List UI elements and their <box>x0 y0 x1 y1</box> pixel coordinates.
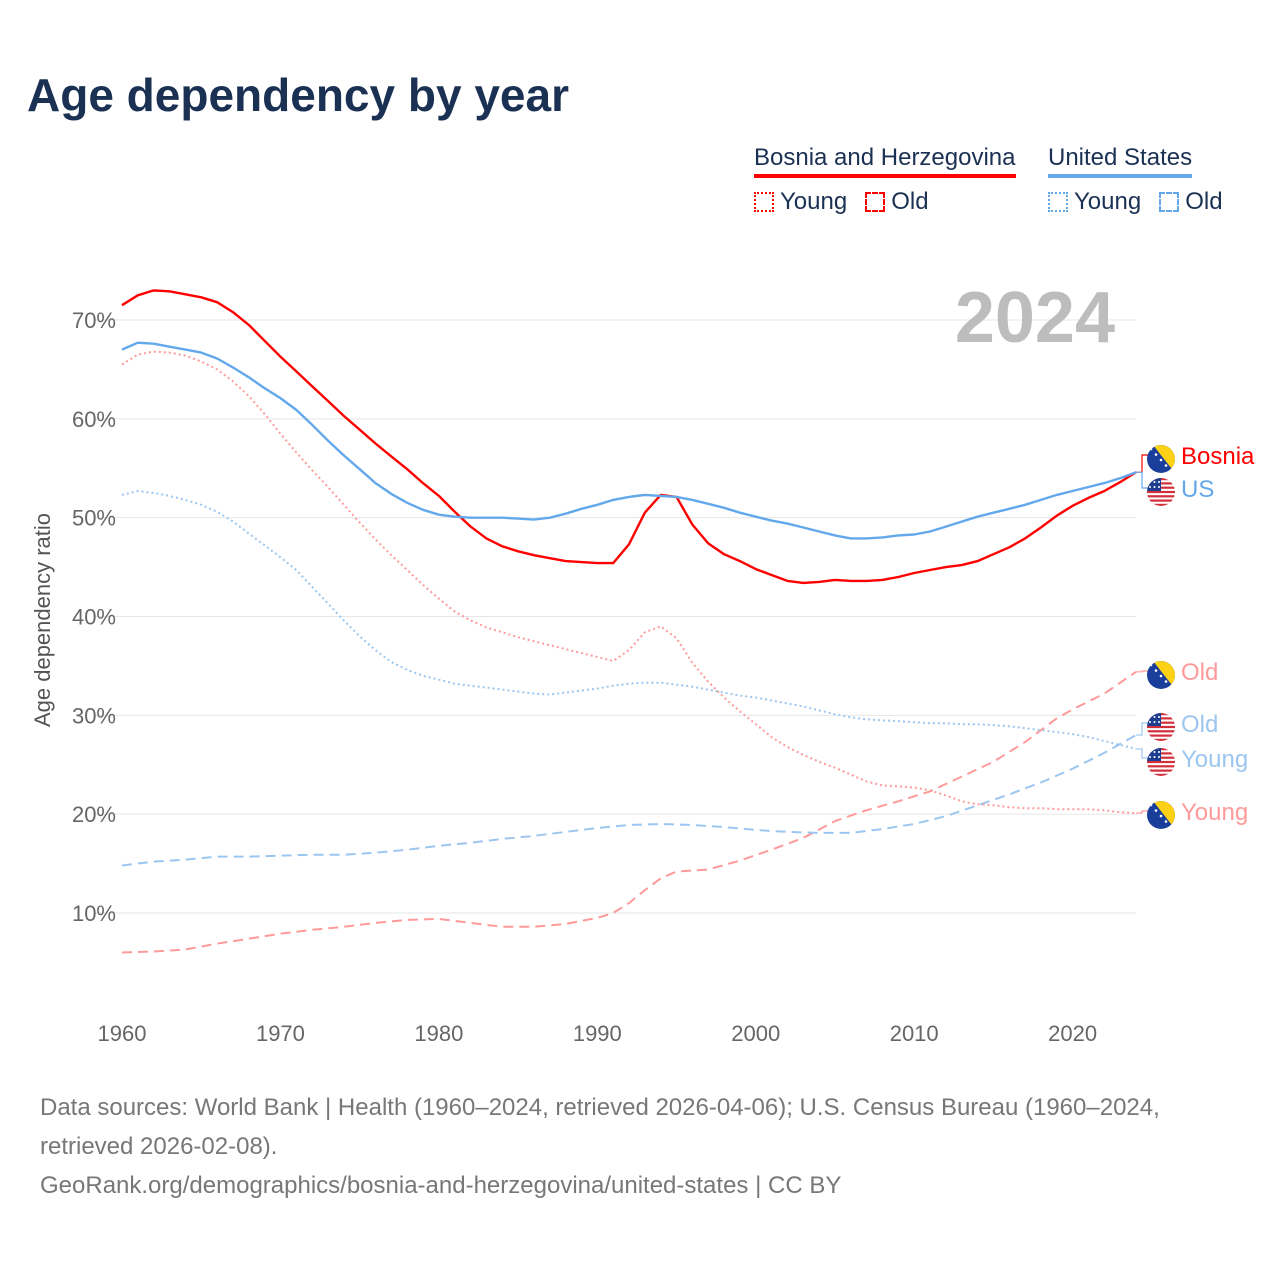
series-line-united-states-young[interactable] <box>121 490 1137 750</box>
x-tick-label: 2020 <box>1048 1021 1097 1046</box>
year-watermark: 2024 <box>955 278 1115 358</box>
bosnia-flag-icon <box>1147 661 1175 689</box>
series-line-bosnia-and-herzegovina-total[interactable] <box>121 289 1137 585</box>
us-flag-icon <box>1147 478 1175 506</box>
dotted-swatch-icon <box>754 192 774 212</box>
series-line-united-states-total[interactable] <box>121 341 1137 540</box>
label-connector <box>1136 454 1148 473</box>
bosnia-flag-icon <box>1147 445 1175 473</box>
series-end-label: Young <box>1181 799 1248 826</box>
legend-label: Old <box>1185 188 1223 215</box>
series-end-label: Old <box>1181 659 1218 686</box>
x-tick-label: 1980 <box>414 1021 463 1046</box>
legend-bosnia-young[interactable]: Young <box>754 188 847 216</box>
us-flag-icon <box>1147 713 1175 741</box>
legend-bosnia-title[interactable]: Bosnia and Herzegovina <box>754 144 1016 178</box>
series-end-label: Old <box>1181 711 1218 738</box>
x-tick-label: 1990 <box>573 1021 622 1046</box>
legend-bosnia[interactable]: Bosnia and Herzegovina Young Old <box>754 144 1016 216</box>
label-connector <box>1136 722 1148 736</box>
legend-us-title[interactable]: United States <box>1048 144 1193 178</box>
legend-label: Young <box>1074 188 1142 215</box>
label-connector <box>1136 670 1148 673</box>
x-tick-label: 2000 <box>731 1021 780 1046</box>
chart-title: Age dependency by year <box>27 69 569 121</box>
y-tick-label: 60% <box>72 407 116 432</box>
y-tick-label: 50% <box>72 506 116 531</box>
bosnia-flag-icon <box>1147 801 1175 829</box>
source-link[interactable]: GeoRank.org/demographics/bosnia-and-herz… <box>40 1172 842 1199</box>
data-sources: Data sources: World Bank | Health (1960–… <box>40 1094 1160 1160</box>
legend-us-old[interactable]: Old <box>1159 188 1223 216</box>
dashed-swatch-icon <box>1159 192 1180 212</box>
series-line-united-states-old[interactable] <box>121 734 1137 867</box>
x-tick-label: 2010 <box>890 1021 939 1046</box>
label-connector <box>1136 471 1148 489</box>
series-end-label: US <box>1181 476 1214 503</box>
label-connector <box>1136 748 1148 759</box>
dotted-swatch-icon <box>1048 192 1068 212</box>
y-axis-label: Age dependency ratio <box>30 513 55 727</box>
legend-bosnia-old[interactable]: Old <box>865 188 929 216</box>
x-tick-label: 1970 <box>256 1021 305 1046</box>
line-chart: 10% 20% 30% 40% 50% 60% 70% 1960 1970 1980 1990 200… <box>30 278 1255 1046</box>
legend-label: Old <box>891 188 929 215</box>
dashed-swatch-icon <box>865 192 886 212</box>
us-flag-icon <box>1147 748 1175 776</box>
series-line-bosnia-and-herzegovina-young[interactable] <box>121 350 1137 815</box>
y-tick-label: 10% <box>72 901 116 926</box>
legend-us[interactable]: United States Young Old <box>1048 144 1223 216</box>
label-connector <box>1136 810 1148 814</box>
y-tick-label: 30% <box>72 703 116 728</box>
series-end-label: Bosnia <box>1181 443 1255 470</box>
series-end-label: Young <box>1181 746 1248 773</box>
legend-label: Young <box>780 188 848 215</box>
x-tick-label: 1960 <box>98 1021 147 1046</box>
y-tick-label: 40% <box>72 604 116 629</box>
y-tick-label: 70% <box>72 308 116 333</box>
legend-us-young[interactable]: Young <box>1048 188 1141 216</box>
series-line-bosnia-and-herzegovina-old[interactable] <box>121 670 1137 954</box>
footer: Data sources: World Bank | Health (1960–… <box>40 1088 1250 1205</box>
y-tick-label: 20% <box>72 802 116 827</box>
